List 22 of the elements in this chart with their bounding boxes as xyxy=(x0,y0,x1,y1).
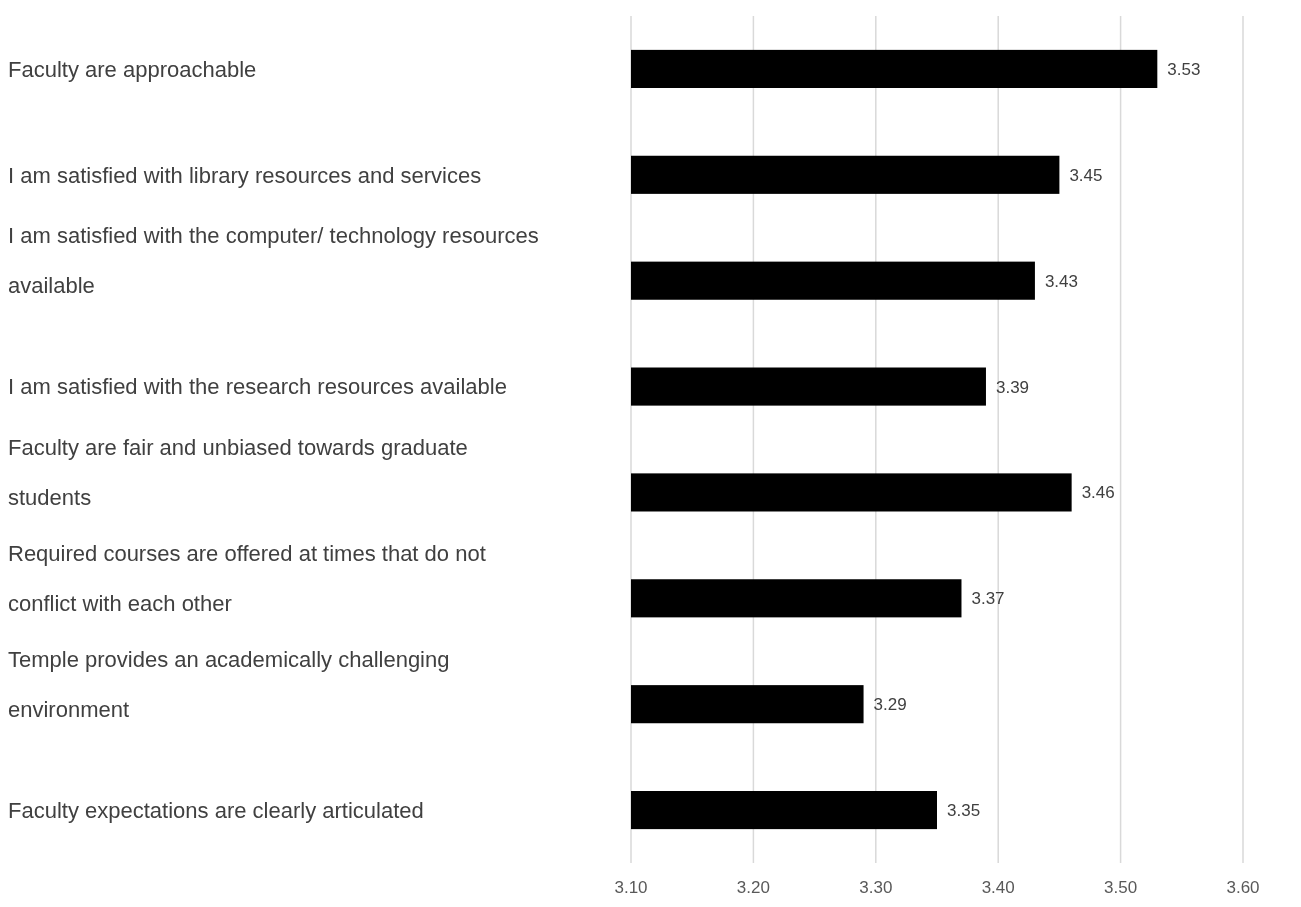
x-tick-label: 3.40 xyxy=(981,878,1015,897)
data-label: 3.53 xyxy=(1167,59,1201,79)
x-tick-label: 3.30 xyxy=(859,878,893,897)
x-tick-label: 3.10 xyxy=(614,878,648,897)
data-label: 3.46 xyxy=(1081,483,1115,503)
y-tick-label: Faculty are fair and unbiased towards graduate students xyxy=(8,435,468,511)
y-tick-label: Temple provides an academically challenging environment xyxy=(8,646,450,722)
y-tick-label: I am satisfied with the computer/ technology resources available xyxy=(8,223,539,299)
y-tick-label: I am satisfied with library resources and services xyxy=(8,162,482,188)
x-tick-label: 3.20 xyxy=(736,878,770,897)
data-label: 3.35 xyxy=(947,801,981,821)
y-tick-label: Faculty are approachable xyxy=(8,56,257,82)
y-tick-label: Faculty expectations are clearly articulated xyxy=(8,797,424,823)
data-label: 3.29 xyxy=(873,695,907,715)
x-tick-label: 3.60 xyxy=(1226,878,1260,897)
data-label: 3.45 xyxy=(1069,165,1103,185)
data-label: 3.39 xyxy=(995,377,1030,397)
data-label: 3.43 xyxy=(1044,271,1079,291)
x-tick-label: 3.50 xyxy=(1104,878,1138,897)
y-tick-label: Required courses are offered at times that do not conflict with each other xyxy=(8,541,486,617)
y-tick-label: I am satisfied with the research resources available xyxy=(8,374,507,400)
data-label: 3.37 xyxy=(971,589,1005,609)
